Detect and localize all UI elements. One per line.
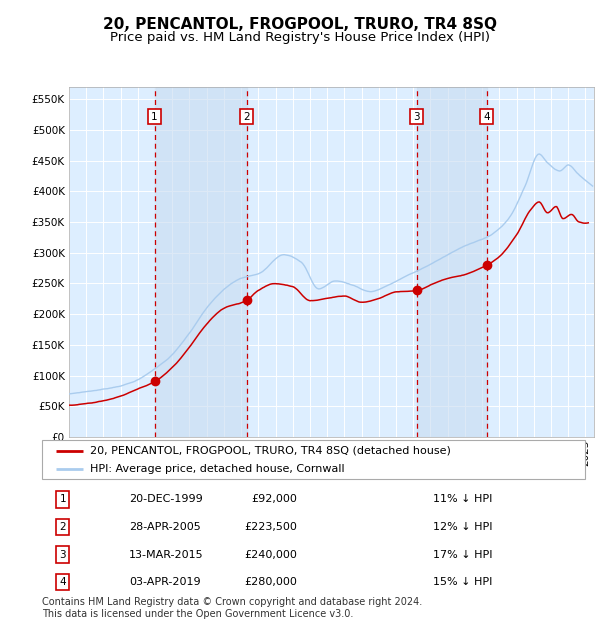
Text: 20-DEC-1999: 20-DEC-1999	[129, 494, 203, 505]
Text: £240,000: £240,000	[244, 549, 297, 560]
FancyBboxPatch shape	[42, 440, 585, 479]
Text: £280,000: £280,000	[244, 577, 297, 587]
Text: 4: 4	[59, 577, 66, 587]
Text: 15% ↓ HPI: 15% ↓ HPI	[433, 577, 493, 587]
Text: 11% ↓ HPI: 11% ↓ HPI	[433, 494, 493, 505]
Text: Contains HM Land Registry data © Crown copyright and database right 2024.
This d: Contains HM Land Registry data © Crown c…	[42, 597, 422, 619]
Text: 20, PENCANTOL, FROGPOOL, TRURO, TR4 8SQ (detached house): 20, PENCANTOL, FROGPOOL, TRURO, TR4 8SQ …	[90, 446, 451, 456]
Text: £92,000: £92,000	[251, 494, 297, 505]
Text: HPI: Average price, detached house, Cornwall: HPI: Average price, detached house, Corn…	[90, 464, 344, 474]
Text: Price paid vs. HM Land Registry's House Price Index (HPI): Price paid vs. HM Land Registry's House …	[110, 31, 490, 44]
Text: 3: 3	[59, 549, 66, 560]
Text: 2: 2	[59, 522, 66, 532]
Bar	[155, 87, 247, 437]
Text: 4: 4	[483, 112, 490, 122]
Text: 1: 1	[59, 494, 66, 505]
Text: 17% ↓ HPI: 17% ↓ HPI	[433, 549, 493, 560]
Text: 1: 1	[151, 112, 158, 122]
Text: 3: 3	[413, 112, 420, 122]
Text: £223,500: £223,500	[244, 522, 297, 532]
Text: 20, PENCANTOL, FROGPOOL, TRURO, TR4 8SQ: 20, PENCANTOL, FROGPOOL, TRURO, TR4 8SQ	[103, 17, 497, 32]
Text: 28-APR-2005: 28-APR-2005	[129, 522, 200, 532]
Text: 2: 2	[244, 112, 250, 122]
Text: 13-MAR-2015: 13-MAR-2015	[129, 549, 203, 560]
Bar	[417, 87, 487, 437]
Text: 03-APR-2019: 03-APR-2019	[129, 577, 200, 587]
Text: 12% ↓ HPI: 12% ↓ HPI	[433, 522, 493, 532]
